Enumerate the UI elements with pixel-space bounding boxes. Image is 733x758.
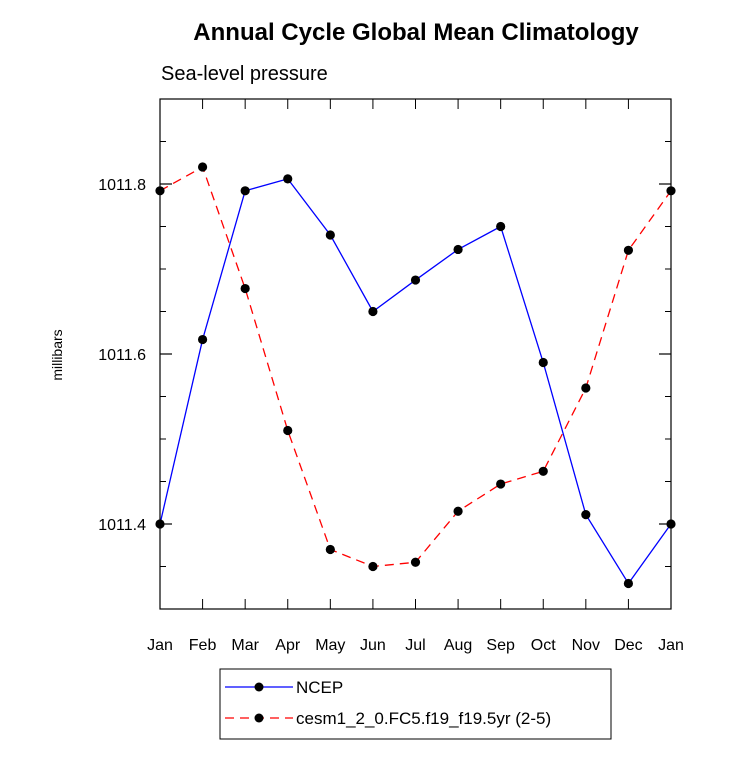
x-tick-label: Nov xyxy=(572,637,600,654)
x-tick-label: Jul xyxy=(405,637,425,654)
plot-frame xyxy=(159,98,672,610)
series-0-point xyxy=(496,221,506,232)
series-0-point xyxy=(155,519,165,529)
x-tick-label: Sep xyxy=(486,637,515,654)
y-tick-label: 1011.6 xyxy=(98,347,146,364)
series-1-point xyxy=(496,479,506,489)
legend: NCEP cesm1_2_0.FC5.f19_f19.5yr (2-5) xyxy=(219,668,612,740)
series-line-1 xyxy=(159,166,672,568)
x-tick-label: Jan xyxy=(147,637,173,654)
chart-title: Annual Cycle Global Mean Climatology xyxy=(193,19,639,46)
series-0-point xyxy=(325,230,335,240)
axes: Jan Feb Mar Apr May Jun Jul Aug Sep Oct Nov Dec Jan 1… xyxy=(98,98,684,654)
x-tick-label: Jan xyxy=(658,637,684,654)
legend-label-cesm: cesm1_2_0.FC5.f19_f19.5yr (2-5) xyxy=(296,709,551,728)
x-tick-label: Dec xyxy=(614,637,642,654)
series-0-point xyxy=(368,306,378,317)
series-1-point xyxy=(581,383,591,393)
series-1-point xyxy=(368,561,378,572)
series-1-point xyxy=(240,283,250,294)
series-1-point xyxy=(283,425,293,436)
x-tick-label: May xyxy=(315,637,345,654)
x-tick-label: Oct xyxy=(531,637,556,654)
legend-marker-cesm xyxy=(254,713,264,723)
legend-box xyxy=(219,668,612,740)
y-axis-label: millibars xyxy=(49,329,65,380)
series-0-point xyxy=(240,186,250,196)
series-0-point xyxy=(666,519,676,529)
series-line-0 xyxy=(159,178,672,585)
series-0-point xyxy=(197,334,208,345)
series-1-point xyxy=(155,186,165,196)
x-tick-label: Apr xyxy=(275,637,301,654)
chart-subtitle: Sea-level pressure xyxy=(161,63,328,85)
series-lines xyxy=(155,162,676,589)
series-1-point xyxy=(666,186,676,196)
series-1-point xyxy=(453,506,463,516)
series-0-point xyxy=(410,275,421,285)
series-1-point xyxy=(538,466,548,476)
y-tick-label: 1011.8 xyxy=(98,177,146,194)
x-tick-label: Aug xyxy=(444,637,472,654)
series-1-point xyxy=(197,162,208,172)
series-0-point xyxy=(453,244,463,255)
series-0-point xyxy=(623,578,634,589)
series-0-point xyxy=(538,357,548,368)
series-0-point xyxy=(581,510,591,520)
legend-label-ncep: NCEP xyxy=(296,678,343,697)
y-tick-label: 1011.4 xyxy=(98,517,146,534)
series-1-point xyxy=(325,544,335,555)
series-1-point xyxy=(623,245,634,255)
series-0-point xyxy=(283,174,293,184)
x-tick-label: Jun xyxy=(360,637,386,654)
legend-marker-ncep xyxy=(254,682,264,692)
x-tick-label: Mar xyxy=(231,637,259,654)
series-1-point xyxy=(410,557,421,567)
x-tick-label: Feb xyxy=(189,637,217,654)
